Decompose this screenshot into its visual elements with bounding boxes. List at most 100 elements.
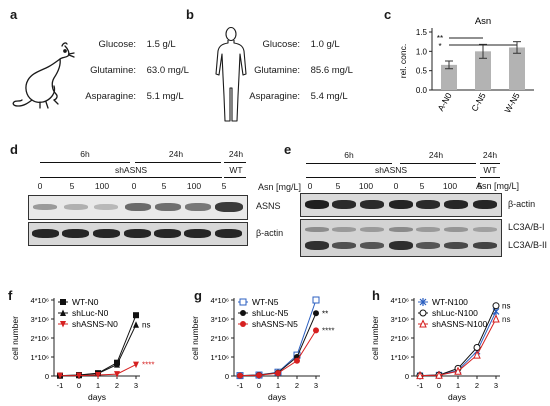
significance-label: **	[437, 34, 443, 43]
panel-label-e: e	[284, 142, 292, 157]
y-axis-label: cell number	[10, 316, 20, 360]
lane-label: 5	[419, 181, 425, 191]
glutamine-value: 63.0 mg/L	[146, 65, 189, 76]
x-axis-label: days	[268, 392, 286, 402]
bar-wt	[224, 177, 246, 178]
data-point	[313, 310, 319, 317]
rat-icon	[12, 42, 75, 109]
time-24h: 24h	[428, 150, 444, 160]
blot-label-lc3-ii: LC3A/B-II	[508, 240, 548, 250]
panel-label-a: a	[10, 7, 18, 22]
panel-label-c: c	[384, 7, 392, 22]
lane-label: 5	[335, 181, 341, 191]
bar	[441, 64, 457, 90]
x-axis-label: days	[88, 392, 106, 402]
bar-24h	[400, 163, 476, 164]
asparagine-value: 5.1 mg/L	[146, 91, 184, 102]
legend-label: shLuc-N100	[432, 308, 478, 318]
y-tick-label: 0.0	[416, 86, 428, 95]
y-tick-label: 0.5	[416, 67, 428, 76]
x-tick-label: -1	[417, 381, 424, 390]
legend-label: WT-N100	[432, 297, 468, 307]
significance-label: ****	[142, 361, 154, 370]
y-tick-label: 4*10⁶	[390, 296, 409, 305]
significance-label: **	[322, 309, 328, 318]
x-tick-label: 1	[456, 381, 460, 390]
glutamine-value: 85.6 mg/L	[310, 65, 353, 76]
blot-asns	[28, 195, 248, 220]
x-tick-label: 3	[494, 381, 498, 390]
legend-label: WT-N5	[252, 297, 279, 307]
legend-marker	[60, 321, 66, 328]
glucose-label: Glucose:	[98, 39, 137, 50]
asn-unit-label: Asn [mg/L]	[258, 182, 302, 192]
chart-title: Asn	[475, 16, 491, 27]
x-tick-label: 2	[115, 381, 119, 390]
lane-label: 100	[442, 181, 458, 191]
time-6h: 6h	[80, 149, 90, 159]
data-point	[312, 296, 320, 304]
data-point	[133, 361, 139, 369]
legend-label: shLuc-N0	[72, 308, 109, 318]
y-tick-label: 3*10⁶	[30, 315, 49, 324]
y-axis-label: rel. conc.	[398, 44, 408, 79]
group-wt: WT	[229, 165, 243, 175]
lane-label: 100	[94, 181, 110, 191]
legend-marker	[239, 298, 247, 306]
bar-24h-wt	[224, 162, 246, 163]
data-point	[473, 344, 481, 351]
glucose-value: 1.0 g/L	[310, 39, 340, 50]
bar	[509, 47, 525, 90]
data-point	[114, 361, 120, 368]
panel-label-d: d	[10, 142, 18, 157]
x-tick-label: 0	[437, 381, 441, 390]
legend-marker	[240, 310, 246, 316]
lane-label: 100	[358, 181, 374, 191]
lane-label: 5	[221, 181, 227, 191]
human-figure-icon	[215, 26, 247, 122]
significance-label: ****	[322, 326, 334, 335]
x-tick-label: 2	[475, 381, 479, 390]
data-point	[76, 372, 82, 380]
rat-medium-rows: Glucose: 1.5 g/L Glutamine: 63.0 mg/L As…	[70, 40, 189, 112]
lane-label: 5	[69, 181, 75, 191]
time-6h: 6h	[344, 150, 354, 160]
x-tick-label: 0	[77, 381, 81, 390]
data-point	[256, 372, 262, 379]
x-tick-label: 3	[314, 381, 318, 390]
bar-wt	[480, 177, 500, 178]
blot-label-lc3-i: LC3A/B-I	[508, 222, 545, 232]
y-axis-label: cell number	[370, 316, 380, 360]
x-tick-label: -1	[237, 381, 244, 390]
data-point	[275, 370, 281, 377]
lane-label: 0	[37, 181, 43, 191]
x-tick-label: 3	[134, 381, 138, 390]
legend-label: shASNS-N5	[252, 319, 298, 329]
lane-label: 0	[393, 181, 399, 191]
glucose-value: 1.5 g/L	[146, 39, 176, 50]
blot-beta-actin	[28, 222, 248, 246]
legend-marker	[419, 309, 427, 317]
legend-marker	[60, 309, 66, 316]
data-point	[492, 314, 500, 323]
x-tick-label: 0	[257, 381, 261, 390]
data-point	[435, 370, 443, 379]
growth-curve-n5: 0 1*10⁶ 2*10⁶ 3*10⁶ 4*10⁶ -1 0 1 2 3 days cell numb…	[190, 296, 334, 402]
data-point	[473, 350, 481, 359]
data-point	[454, 366, 462, 375]
y-tick-label: 2*10⁶	[30, 334, 49, 343]
y-axis-label: cell number	[190, 316, 200, 360]
group-shasns: shASNS	[114, 165, 148, 175]
asparagine-label: Asparagine:	[249, 91, 300, 102]
blot-label-beta-actin: β-actin	[256, 228, 284, 238]
time-24h-wt: 24h	[482, 150, 498, 160]
legend-marker	[419, 319, 427, 328]
y-tick-label: 1.5	[416, 28, 428, 37]
y-tick-label: 3*10⁶	[390, 315, 409, 324]
lane-label: 0	[307, 181, 313, 191]
data-point	[114, 371, 120, 378]
growth-curve-n100: 0 1*10⁶ 2*10⁶ 3*10⁶ 4*10⁶ -1 0 1 2 3 days cell numb…	[370, 296, 510, 402]
glutamine-label: Glutamine:	[254, 65, 300, 76]
asn-unit-label: Asn [mg/L]	[476, 181, 520, 191]
significance-label: ns	[502, 302, 510, 311]
